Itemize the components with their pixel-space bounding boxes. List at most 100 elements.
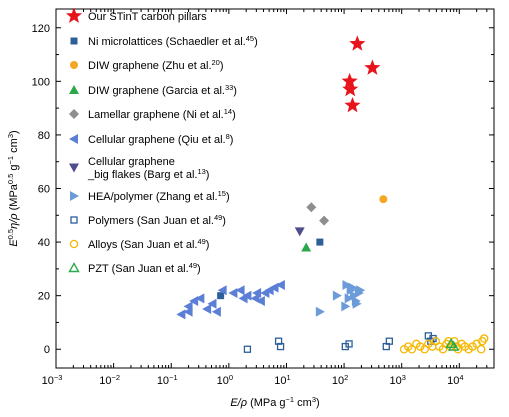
data-point-stint [341,72,358,89]
data-point-cellular_qiu [235,285,245,296]
data-point-diw_garcia [301,242,312,252]
data-point-pzt [448,340,460,351]
legend-marker-lamellar [69,109,79,119]
legend-marker-hea [70,191,79,201]
data-point-stint [342,80,359,97]
x-tick-label: 10−2 [99,373,120,388]
x-tick-label: 103 [389,373,405,388]
data-point-lamellar [306,202,317,213]
legend-entry-ni: Ni microlattices (Schaedler et al.45) [70,34,258,49]
y-tick-label: 120 [32,23,50,35]
data-point-hea [341,301,351,312]
data-point-alloys [476,344,486,354]
series-polymers [243,332,437,353]
data-point-cellular_qiu [195,293,205,304]
data-point-hea [352,298,362,309]
data-point-cellular_qiu [183,301,193,312]
data-point-cellular_qiu [255,296,265,307]
data-point-cellular_qiu [207,298,217,309]
series-diw_garcia [301,242,312,252]
data-point-cellular_qiu [275,279,285,290]
series-cellular_barg [294,227,305,237]
data-point-alloys [416,342,425,351]
legend-marker-polymers [70,216,78,224]
data-point-lamellar [319,215,330,226]
data-point-cellular_qiu [217,285,227,296]
x-axis: 10−3 10−2 10−1 100 101 102 103 104 [42,9,495,388]
legend-label: Polymers (San Juan et al.49) [88,213,226,228]
series-stint [341,35,381,113]
data-point-stint [364,59,381,75]
x-tick-label: 102 [332,373,348,388]
data-point-alloys [407,344,417,354]
legend-marker-diw_garcia [69,85,79,94]
legend-marker-cellular_qiu [69,134,78,144]
data-point-hea [332,290,342,301]
legend-marker-alloys [69,239,79,249]
legend: Our STinT carbon pillars Ni microlattices… [65,7,258,276]
data-point-hea [348,282,358,293]
legend-label: Cellular graphene [88,156,175,168]
legend-marker-cellular_barg [69,163,79,173]
axis-labels: E/ρ (MPa g−1 cm3) E0.5η/ρ (MPa0.5 g−1 cm3… [6,130,320,409]
data-point-diw_zhu [379,195,388,204]
y-axis-label: E0.5η/ρ (MPa0.5 g−1 cm3) [6,130,21,246]
data-point-hea [356,285,366,296]
data-point-polymers [429,334,437,343]
data-point-stint [349,35,366,51]
series-diw_zhu [379,195,388,204]
series-alloys [399,334,489,354]
data-point-polymers [345,340,353,348]
x-tick-label: 100 [217,373,233,388]
x-tick-label: 104 [447,373,463,388]
legend-marker-diw_zhu [70,61,78,69]
data-point-stint [344,96,361,113]
y-tick-label: 40 [38,237,50,249]
data-point-cellular_barg [294,227,305,237]
legend-label: _big flakes (Barg et al.13) [87,167,209,182]
legend-entry-lamellar: Lamellar graphene (Ni et al.14) [69,107,236,122]
legend-entry-pzt: PZT (San Juan et al.49) [68,261,201,276]
y-tick-label: 60 [38,184,50,196]
data-point-hea [315,306,325,317]
y-tick-label: 80 [38,130,50,142]
y-tick-label: 100 [32,76,50,88]
legend-label: DIW graphene (Zhu et al.20) [88,58,224,73]
legend-entry-alloys: Alloys (San Juan et al.49) [69,237,209,252]
data-point-cellular_qiu [252,287,262,298]
y-axis: 0 20 40 60 80 100 120 [32,23,494,356]
legend-entry-cellular_barg: Cellular graphene_big flakes (Barg et al… [69,156,209,181]
data-point-polymers [276,342,285,351]
data-points [176,35,489,354]
data-point-hea [342,279,352,290]
data-point-polymers [243,345,252,353]
legend-label: Our STinT carbon pillars [88,11,207,23]
legend-entry-stint: Our STinT carbon pillars [65,7,207,23]
data-point-hea [344,293,354,304]
legend-entry-cellular_qiu: Cellular graphene (Qiu et al.8) [69,132,233,147]
legend-entry-diw_garcia: DIW graphene (Garcia et al.33) [69,83,237,98]
series-pzt [445,337,460,351]
legend-label: HEA/polymer (Zhang et al.15) [88,189,230,204]
series-cellular_qiu [176,279,285,320]
x-axis-label: E/ρ (MPa g−1 cm3) [230,395,319,410]
data-point-alloys [477,336,487,346]
legend-entry-diw_zhu: DIW graphene (Zhu et al.20) [70,58,224,73]
legend-label: Ni microlattices (Schaedler et al.45) [88,34,258,49]
legend-marker-stint [65,7,83,23]
legend-label: PZT (San Juan et al.49) [88,261,201,276]
legend-entry-hea: HEA/polymer (Zhang et al.15) [70,189,230,204]
legend-label: Cellular graphene (Qiu et al.8) [88,132,233,147]
legend-label: Lamellar graphene (Ni et al.14) [88,107,236,122]
series-ni [217,238,324,300]
legend-entry-polymers: Polymers (San Juan et al.49) [70,213,226,228]
y-tick-label: 20 [38,291,50,303]
legend-marker-ni [70,37,78,45]
data-point-ni [316,238,324,246]
data-point-polymers [385,337,393,345]
legend-label: Alloys (San Juan et al.49) [88,237,209,252]
legend-label: DIW graphene (Garcia et al.33) [88,83,237,98]
data-point-cellular_qiu [202,304,212,315]
x-tick-label: 10−3 [42,373,63,388]
